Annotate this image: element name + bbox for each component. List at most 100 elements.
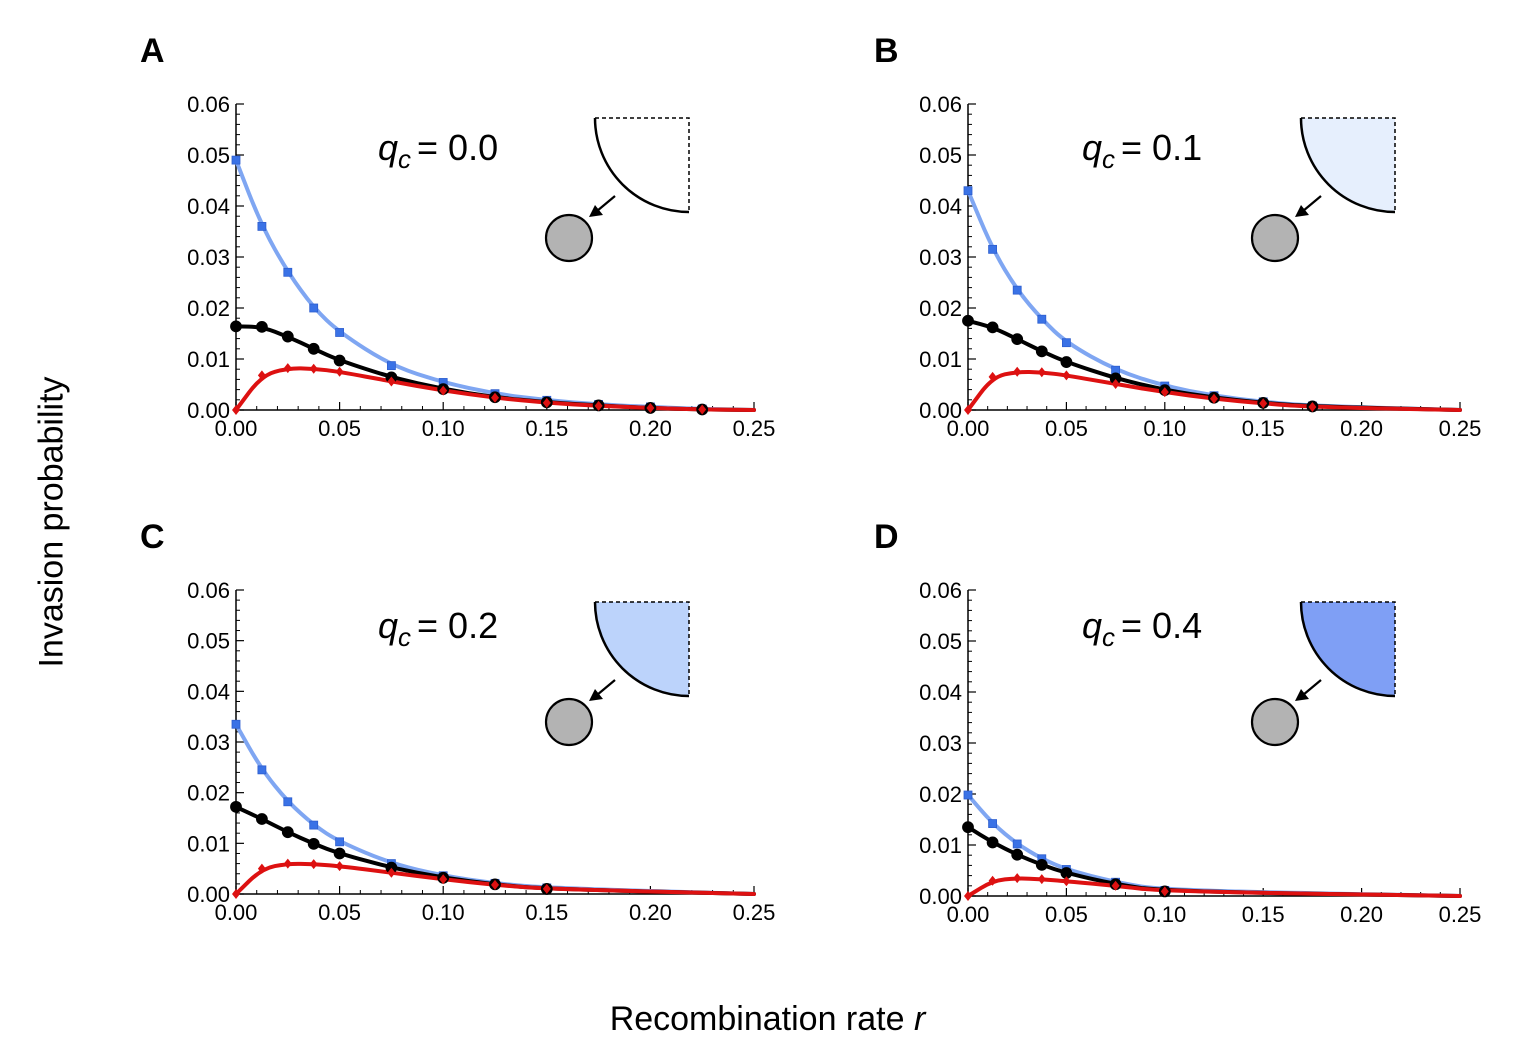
data-point-blue (1037, 314, 1047, 324)
data-point-red (1111, 880, 1120, 891)
x-tick-label: 0.05 (1045, 902, 1088, 927)
data-point-black (962, 821, 974, 834)
x-tick-label: 0.00 (215, 900, 258, 925)
data-point-red (257, 863, 266, 874)
panel-a: A 0.00 0.01 0.02 0.03 0.04 0.05 0.06 0.00 0.05 0.1… (140, 32, 775, 441)
y-tick-label: 0.00 (919, 398, 962, 423)
x-tick-label: 0.25 (1439, 902, 1482, 927)
data-point-black (230, 320, 242, 333)
inset-arc (593, 601, 690, 698)
panel-letter: C (140, 518, 165, 556)
data-point-red (1111, 378, 1120, 389)
data-point-red (964, 891, 972, 901)
y-tick-label: 0.00 (187, 882, 230, 907)
data-point-red (1259, 398, 1268, 409)
x-tick-label: 0.25 (733, 416, 776, 441)
x-axis-label: Recombination rate (609, 1000, 905, 1038)
data-point-black (281, 826, 294, 839)
inset-region (595, 602, 689, 696)
inset-circle (544, 697, 594, 747)
inset-arc (593, 117, 690, 214)
inset-arrow-shaft (596, 679, 616, 696)
inset-arrow-shaft (1302, 679, 1322, 696)
data-point-red (1062, 876, 1071, 887)
x-tick-label: 0.25 (1439, 416, 1482, 441)
data-point-blue (231, 719, 241, 729)
inset-dashed-border (595, 117, 690, 212)
data-point-black (1060, 356, 1073, 368)
data-point-red (309, 363, 318, 374)
data-point-red (542, 883, 551, 894)
y-tick-label: 0.06 (919, 578, 962, 603)
y-tick-label: 0.05 (187, 143, 230, 168)
y-tick-label: 0.02 (187, 781, 230, 806)
y-tick-label: 0.05 (919, 143, 962, 168)
data-point-blue (1012, 285, 1022, 295)
inset-arc (1299, 601, 1396, 698)
data-point-red (698, 404, 707, 415)
panel-annotation: qc = 0.4 (1082, 605, 1202, 652)
panel-d: D 0.00 0.01 0.02 0.03 0.04 0.05 0.06 0.00 0.05 0.1… (874, 518, 1481, 927)
series-line-red (966, 876, 1462, 898)
arrow-icon (1295, 689, 1309, 701)
x-tick-label: 0.10 (422, 900, 465, 925)
data-point-blue (309, 820, 319, 830)
y-tick-label: 0.04 (919, 194, 962, 219)
x-tick-label: 0.15 (1242, 416, 1285, 441)
data-point-blue (257, 221, 267, 231)
data-point-blue (988, 244, 997, 254)
y-tick-label: 0.02 (919, 782, 962, 807)
panel-letter: A (140, 32, 165, 70)
arrow-icon (589, 205, 603, 217)
data-point-blue (963, 186, 973, 196)
data-point-red (283, 858, 292, 869)
arrow-icon (1295, 205, 1309, 217)
y-tick-label: 0.03 (919, 245, 962, 270)
y-tick-label: 0.02 (919, 296, 962, 321)
data-point-blue (963, 790, 973, 800)
inset-circle (1250, 697, 1300, 747)
data-point-blue (283, 267, 293, 277)
panel-annotation: qc = 0.0 (378, 127, 498, 174)
x-tick-label: 0.05 (318, 416, 361, 441)
y-tick-label: 0.06 (919, 92, 962, 117)
x-axis-label-wrap: Recombination rate r (0, 1000, 1535, 1039)
x-tick-label: 0.15 (1242, 902, 1285, 927)
x-tick-label: 0.20 (629, 900, 672, 925)
data-point-red (1013, 873, 1022, 884)
data-point-red (1308, 401, 1317, 412)
panel-b: B 0.00 0.01 0.02 0.03 0.04 0.05 0.06 0.00 0.05 0.1… (874, 32, 1481, 441)
data-point-red (1062, 370, 1071, 381)
data-point-black (1011, 333, 1024, 346)
inset-circle (544, 213, 594, 263)
data-point-blue (309, 303, 319, 313)
data-point-red (1037, 367, 1046, 378)
data-point-red (964, 405, 972, 415)
x-tick-label: 0.10 (422, 416, 465, 441)
x-tick-label: 0.00 (215, 416, 258, 441)
data-point-black (255, 320, 268, 333)
data-point-black (307, 342, 320, 355)
y-axis-label: Invasion probability (32, 376, 71, 668)
series-line-red (966, 369, 1462, 412)
data-point-red (232, 889, 240, 899)
y-tick-label: 0.01 (919, 833, 962, 858)
data-point-black (986, 321, 999, 334)
data-point-black (333, 354, 346, 367)
data-point-red (283, 363, 292, 374)
y-tick-label: 0.05 (187, 629, 230, 654)
x-axis-label-variable: r (913, 1000, 926, 1038)
data-point-blue (1062, 338, 1071, 348)
inset-circle (1250, 213, 1300, 263)
data-point-black (307, 837, 320, 850)
inset-dashed-border (595, 601, 690, 696)
x-tick-label: 0.20 (629, 416, 672, 441)
y-tick-label: 0.01 (187, 347, 230, 372)
x-tick-label: 0.10 (1143, 902, 1186, 927)
y-tick-label: 0.04 (187, 194, 230, 219)
data-point-red (1160, 387, 1169, 398)
data-point-blue (988, 819, 997, 828)
data-point-red (387, 867, 396, 878)
data-point-black (281, 330, 294, 343)
